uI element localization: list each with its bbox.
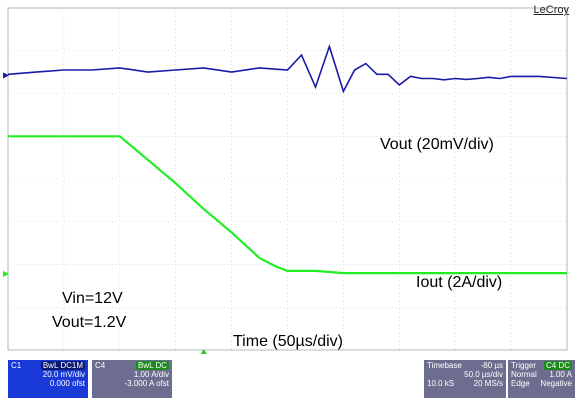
c4-scale: 1.00 A/div xyxy=(133,370,169,379)
iout-annotation: Iout (2A/div) xyxy=(416,274,503,291)
oscilloscope-display: ▶ ▶ LeCroy Vout (20mV/div) Iout (2A/div) … xyxy=(3,4,569,354)
c1-coupling-badge: BwL DC1M xyxy=(40,361,85,370)
vout-annotation: Vout (20mV/div) xyxy=(380,136,494,153)
channel-c1-panel[interactable]: C1 BwL DC1M 20.0 mV/div 0.000 ofst xyxy=(8,360,88,398)
brand-label: LeCroy xyxy=(533,4,569,16)
c4-label: C4 xyxy=(95,361,106,370)
trigger-source-badge: C4 DC xyxy=(543,361,572,370)
vout-setpoint-annotation: Vout=1.2V xyxy=(52,314,127,331)
c4-offset: -3.000 A ofst xyxy=(124,379,169,388)
timebase-delay: -80 µs xyxy=(480,361,503,370)
trigger-type: Edge xyxy=(511,379,530,388)
timebase-samples: 10.0 kS xyxy=(427,379,455,388)
timebase-label: Timebase xyxy=(427,361,462,370)
series-iout-trace xyxy=(8,135,567,275)
trigger-panel[interactable]: Trigger C4 DC Normal 1.00 A Edge Negative xyxy=(508,360,575,398)
c4-coupling-badge: BwL DC xyxy=(135,361,169,370)
c1-scale: 20.0 mV/div xyxy=(42,370,85,379)
time-axis-label: Time (50µs/div) xyxy=(233,333,343,350)
trigger-position-marker xyxy=(200,349,207,354)
trigger-mode: Normal xyxy=(511,370,537,379)
trigger-label: Trigger xyxy=(511,361,537,370)
timebase-panel[interactable]: Timebase -80 µs 50.0 µs/div 10.0 kS 20 MS/… xyxy=(424,360,506,398)
trigger-level: 1.00 A xyxy=(549,370,572,379)
trigger-slope: Negative xyxy=(540,379,572,388)
timebase-div: 50.0 µs/div xyxy=(464,370,503,379)
waveform-plot: ▶▶ xyxy=(3,7,568,354)
timebase-rate: 20 MS/s xyxy=(473,379,503,388)
series-vout-trace xyxy=(7,43,568,94)
c1-ground-marker: ▶ xyxy=(3,70,10,79)
channel-c4-panel[interactable]: C4 BwL DC 1.00 A/div -3.000 A ofst xyxy=(92,360,172,398)
c4-ground-marker: ▶ xyxy=(3,269,10,278)
status-bar: C1 BwL DC1M 20.0 mV/div 0.000 ofst C4 BwL … xyxy=(0,360,575,400)
c1-label: C1 xyxy=(11,361,22,370)
vin-annotation: Vin=12V xyxy=(62,290,123,307)
c1-offset: 0.000 ofst xyxy=(49,379,85,388)
